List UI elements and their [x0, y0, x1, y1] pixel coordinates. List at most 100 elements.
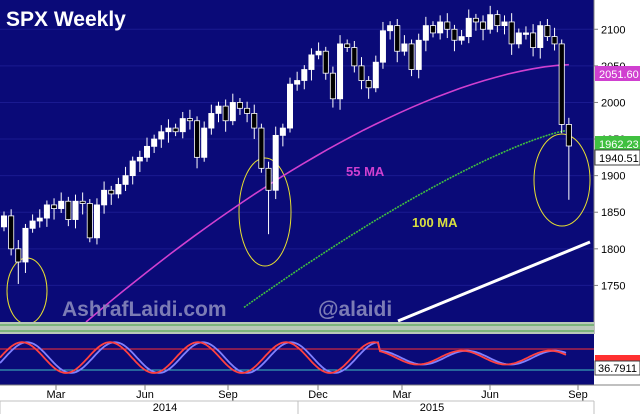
candle: [365, 76, 372, 99]
candle: [387, 21, 394, 40]
candle: [494, 10, 501, 33]
ytick-label: 1900: [601, 171, 625, 183]
time-axis-ticks: Mar Jun Sep Dec Mar Jun Sep 2014 2015: [0, 385, 595, 414]
candle: [136, 150, 143, 172]
ytick-label: 1750: [601, 280, 625, 292]
price-tag-ma55-text: 2051.60: [599, 69, 639, 81]
candle: [108, 185, 115, 205]
candle: [65, 196, 72, 227]
candle: [422, 16, 429, 52]
candle: [351, 40, 358, 73]
candle: [394, 19, 401, 63]
candle: [501, 15, 508, 35]
candle: [472, 13, 479, 31]
price-tag-last-text: 1940.51: [599, 153, 639, 165]
candle: [537, 21, 544, 59]
candle: [165, 119, 172, 143]
ellipse-low-aug-2015: [533, 133, 591, 227]
candle: [236, 98, 243, 115]
candle: [79, 192, 86, 215]
candle: [515, 28, 522, 49]
xtick-label: Sep: [218, 389, 238, 401]
ma55-label: 55 MA: [346, 164, 385, 179]
candle: [379, 21, 386, 69]
candle: [129, 156, 136, 185]
candle: [458, 30, 465, 45]
xtick-label: Dec: [308, 389, 328, 401]
candle: [244, 101, 251, 123]
candle: [408, 39, 415, 77]
ma100-label: 100 MA: [412, 215, 458, 230]
candle: [551, 27, 558, 51]
time-axis: [0, 385, 640, 414]
candle: [286, 77, 293, 133]
candle: [208, 104, 215, 135]
candle: [530, 24, 537, 57]
candle: [565, 117, 572, 200]
xtick-label: Sep: [568, 389, 588, 401]
candle: [465, 9, 472, 44]
panel-separator: [0, 322, 594, 334]
candle: [0, 211, 7, 232]
candle: [122, 166, 129, 192]
candle: [401, 35, 408, 56]
candle: [415, 33, 422, 79]
candle: [58, 192, 65, 213]
candle: [72, 194, 79, 229]
candle: [194, 116, 201, 169]
candle: [322, 46, 329, 80]
candle: [172, 123, 179, 137]
ytick-label: 2000: [601, 97, 625, 109]
candle: [43, 200, 50, 227]
candle: [315, 42, 322, 60]
ellipse-low-oct-2014: [238, 157, 292, 267]
candle: [372, 55, 379, 93]
candle: [29, 214, 36, 233]
watermark-handle: @alaidi: [318, 298, 392, 321]
candle: [522, 26, 529, 40]
candle: [558, 39, 565, 134]
candle: [93, 198, 100, 245]
ytick-label: 2100: [601, 24, 625, 36]
ma100-line: [243, 129, 570, 309]
candle: [258, 123, 265, 173]
xtick-label: Mar: [47, 389, 66, 401]
price-tag-ma55: 2051.60: [595, 66, 640, 81]
xtick-label: Jun: [136, 389, 154, 401]
candle: [344, 39, 351, 52]
candle: [229, 93, 236, 126]
price-tag-ma100: 1962.23: [595, 136, 640, 151]
oscillator-line-red: [0, 341, 567, 374]
candle: [337, 35, 344, 110]
candle: [279, 123, 286, 147]
candle: [158, 125, 165, 148]
candle: [301, 65, 308, 90]
ytick-label: 1800: [601, 244, 625, 256]
candle: [429, 21, 436, 38]
price-tag-ma100-text: 1962.23: [599, 139, 639, 151]
candles: [0, 5, 572, 284]
candle: [451, 24, 458, 52]
candle: [201, 121, 208, 162]
candle: [51, 198, 58, 220]
candle: [358, 57, 365, 90]
candle: [115, 177, 122, 199]
candle: [308, 48, 315, 81]
candle: [151, 134, 158, 153]
candle: [186, 109, 193, 130]
candle: [86, 199, 93, 243]
candle: [222, 99, 229, 132]
chart-title: SPX Weekly: [6, 8, 126, 31]
candle: [265, 161, 272, 235]
candle: [480, 15, 487, 41]
oscillator-tag-text: 36.7911: [598, 363, 637, 375]
candle: [8, 209, 15, 256]
candle: [22, 223, 29, 273]
candle: [437, 15, 444, 40]
candle: [508, 13, 515, 55]
ma55-line: [85, 63, 569, 323]
year-label: 2014: [153, 402, 177, 414]
oscillator-tag: 36.7911: [594, 360, 640, 376]
candle: [487, 5, 494, 34]
